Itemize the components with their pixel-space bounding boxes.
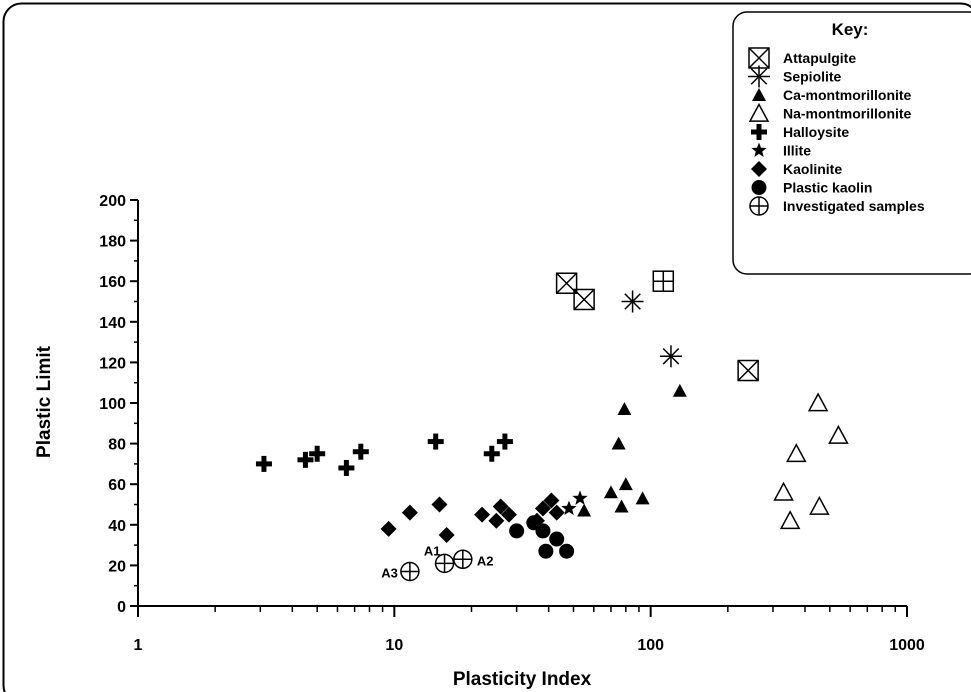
- plot-marks: A3 A1 A2: [255, 270, 849, 582]
- x-axis-title: Plasticity Index: [453, 669, 592, 690]
- data-point-plus: [297, 451, 314, 468]
- data-point-triangle-filled: [672, 383, 687, 397]
- data-point-triangle-open: [809, 495, 830, 515]
- data-point-plus: [338, 459, 355, 476]
- data-point-plus: [255, 455, 272, 472]
- legend-box: [732, 11, 971, 275]
- data-point-circle: [535, 523, 551, 539]
- legend-label: Plastic kaolin: [783, 180, 872, 196]
- data-point-square-x: [573, 288, 595, 311]
- data-point-circle-plus: [453, 549, 473, 570]
- legend-marker-triangle-open: [748, 102, 770, 122]
- data-point-star: [572, 490, 588, 505]
- legend-label: Illite: [783, 143, 811, 159]
- data-point-diamond: [492, 498, 509, 515]
- data-point-triangle-open: [779, 510, 801, 530]
- y-tick-label: 20: [108, 558, 126, 575]
- y-tick-label: 100: [99, 396, 126, 413]
- data-point-plus: [427, 433, 444, 450]
- y-tick-label: 60: [108, 477, 126, 494]
- legend-title: Key:: [832, 20, 869, 39]
- legend-marker-circle-plus: [749, 196, 769, 216]
- y-tick-label: 40: [108, 518, 126, 535]
- x-tick-label: 100: [637, 637, 664, 654]
- data-point-plus: [496, 433, 513, 450]
- data-point-triangle-filled: [617, 402, 632, 416]
- data-point-diamond: [380, 520, 397, 537]
- legend-label: Sepiolite: [783, 69, 842, 85]
- data-point-diamond: [401, 504, 418, 521]
- legend-marker-asterisk: [748, 65, 770, 88]
- data-point-diamond: [500, 506, 517, 523]
- data-point-plus: [309, 445, 326, 462]
- data-point-diamond: [438, 526, 455, 543]
- data-point-triangle-open: [786, 443, 807, 463]
- data-point-triangle-open: [828, 424, 849, 444]
- legend-items: Attapulgite Sepiolite Ca-montmorillonite Na…: [748, 47, 925, 216]
- data-point-asterisk: [659, 345, 682, 368]
- y-tick-label: 200: [99, 193, 126, 210]
- x-tick-label: 10: [385, 637, 403, 654]
- legend-marker-diamond: [751, 161, 767, 177]
- y-axis-title: Plastic Limit: [34, 345, 55, 458]
- data-point-circle: [509, 523, 525, 539]
- y-tick-label: 140: [99, 315, 126, 332]
- data-point-circle-plus: [400, 561, 420, 582]
- data-point-triangle-open: [807, 392, 829, 412]
- data-point-diamond: [431, 496, 448, 513]
- y-ticks: 0 20 40 60 80 100 120 140 160 180 200: [99, 193, 138, 616]
- data-point-diamond: [474, 506, 491, 523]
- data-point-square-x: [555, 272, 578, 294]
- x-tick-label: 1: [134, 637, 143, 654]
- legend-marker-triangle-filled: [752, 88, 766, 101]
- legend-marker-plus: [751, 124, 767, 140]
- data-point-plus: [483, 445, 500, 462]
- data-point-diamond: [548, 504, 565, 521]
- legend-label: Ca-montmorillonite: [783, 87, 912, 103]
- y-tick-label: 0: [117, 599, 126, 616]
- y-tick-label: 180: [99, 234, 126, 251]
- legend-marker-circle: [751, 180, 767, 195]
- data-point-triangle-filled: [635, 491, 650, 505]
- data-point-diamond: [488, 512, 505, 529]
- data-point-circle-plus: [434, 553, 455, 574]
- legend-label: Kaolinite: [783, 161, 842, 177]
- legend-label: Attapulgite: [783, 50, 856, 66]
- y-tick-label: 80: [108, 437, 126, 454]
- data-point-triangle-filled: [618, 477, 633, 491]
- data-point-circle: [559, 543, 575, 559]
- y-tick-label: 160: [99, 274, 126, 291]
- data-point-triangle-filled: [603, 485, 618, 499]
- data-point-diamond: [534, 500, 551, 517]
- data-point-square-plus: [652, 270, 675, 292]
- sample-label: A2: [477, 553, 494, 568]
- legend: Key: Attapulgite Sepiolite Ca-montmorillon…: [732, 11, 971, 275]
- data-point-asterisk: [621, 290, 644, 313]
- sample-label: A3: [381, 565, 398, 580]
- data-point-star: [561, 500, 577, 515]
- data-point-triangle-filled: [577, 503, 592, 517]
- data-point-circle: [549, 531, 565, 547]
- x-tick-label: 1000: [889, 637, 925, 654]
- sample-label: A1: [424, 543, 441, 558]
- data-point-triangle-open: [773, 481, 794, 501]
- x-ticks: 1 10 100 1000: [134, 606, 925, 654]
- legend-marker-star: [751, 142, 767, 157]
- data-point-circle: [538, 543, 554, 559]
- data-point-triangle-filled: [614, 499, 629, 513]
- legend-label: Na-montmorillonite: [783, 106, 912, 122]
- y-tick-label: 120: [99, 355, 126, 372]
- legend-label: Halloysite: [783, 124, 849, 140]
- data-point-square-x: [737, 359, 759, 382]
- legend-label: Investigated samples: [783, 198, 925, 214]
- data-point-diamond: [543, 492, 560, 509]
- data-point-plus: [352, 443, 369, 460]
- data-point-triangle-filled: [611, 436, 626, 450]
